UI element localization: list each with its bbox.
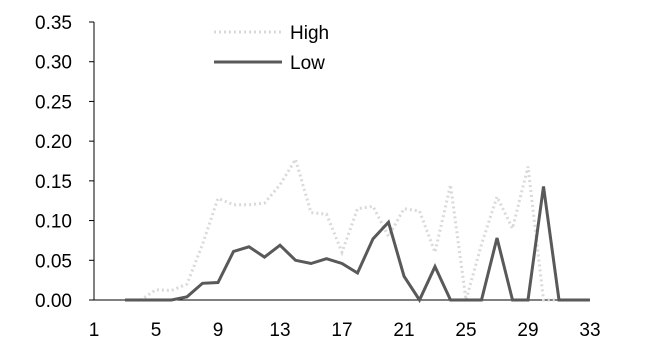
x-tick-label: 13	[269, 320, 290, 341]
y-tick-label: 0.05	[35, 251, 72, 272]
legend-label-high: High	[290, 23, 329, 44]
y-tick-label: 0.35	[35, 13, 72, 34]
x-tick-label: 21	[393, 320, 414, 341]
series-lines	[125, 159, 590, 300]
y-tick-label: 0.15	[35, 172, 72, 193]
legend: High Low	[214, 23, 329, 74]
y-tick-label: 0.25	[35, 92, 72, 113]
x-tick-label: 5	[151, 320, 162, 341]
x-tick-label: 1	[89, 320, 100, 341]
y-tick-label: 0.10	[35, 212, 72, 233]
x-tick-label: 17	[331, 320, 352, 341]
y-tick-labels: 0.00 0.05 0.10 0.15 0.20 0.25 0.30 0.35	[35, 13, 72, 312]
series-line-high	[125, 159, 590, 300]
x-tick-label: 9	[213, 320, 224, 341]
x-tick-label: 29	[517, 320, 538, 341]
x-tick-label: 25	[455, 320, 476, 341]
legend-label-low: Low	[290, 53, 325, 74]
y-tick-label: 0.00	[35, 291, 72, 312]
series-line-low	[125, 186, 590, 300]
x-tick-labels: 1 5 9 13 17 21 25 29 33	[89, 320, 601, 341]
y-tick-label: 0.30	[35, 53, 72, 74]
x-tick-label: 33	[579, 320, 600, 341]
axes	[89, 22, 590, 300]
y-tick-label: 0.20	[35, 132, 72, 153]
